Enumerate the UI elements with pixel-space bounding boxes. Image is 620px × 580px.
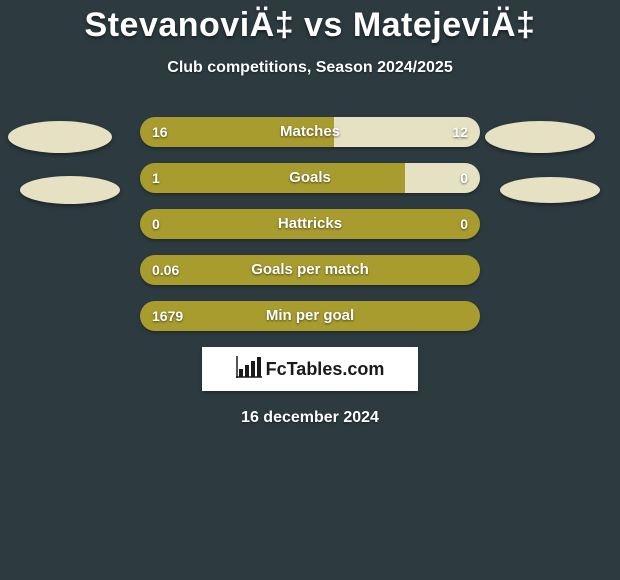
logo-box: FcTables.com <box>202 347 418 391</box>
stat-label: Min per goal <box>140 301 480 331</box>
avatar-left-2 <box>20 176 120 204</box>
avatar-right-2 <box>500 177 600 203</box>
avatar-right-1 <box>485 121 595 153</box>
stat-right-value: 0 <box>460 163 468 193</box>
stat-row-matches: 16 Matches 12 <box>140 117 480 147</box>
page-subtitle: Club competitions, Season 2024/2025 <box>0 59 620 77</box>
stat-row-hattricks: 0 Hattricks 0 <box>140 209 480 239</box>
comparison-infographic: StevanoviÄ‡ vs MatejeviÄ‡ Club competiti… <box>0 0 620 580</box>
stat-right-value: 0 <box>460 209 468 239</box>
stat-label: Matches <box>140 117 480 147</box>
page-title: StevanoviÄ‡ vs MatejeviÄ‡ <box>0 0 620 45</box>
stat-label: Goals per match <box>140 255 480 285</box>
stat-row-mpg: 1679 Min per goal <box>140 301 480 331</box>
stat-label: Goals <box>140 163 480 193</box>
logo-inner: FcTables.com <box>236 356 385 383</box>
stat-row-gpm: 0.06 Goals per match <box>140 255 480 285</box>
date-line: 16 december 2024 <box>0 409 620 427</box>
logo-text: FcTables.com <box>266 359 385 380</box>
avatar-left-1 <box>8 121 112 153</box>
stat-label: Hattricks <box>140 209 480 239</box>
stat-right-value: 12 <box>452 117 468 147</box>
stat-row-goals: 1 Goals 0 <box>140 163 480 193</box>
bar-chart-icon <box>236 356 262 383</box>
